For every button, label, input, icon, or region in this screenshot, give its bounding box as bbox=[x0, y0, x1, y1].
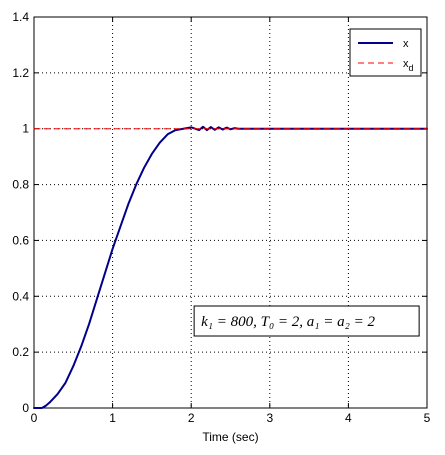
y-tick-label: 0.6 bbox=[12, 233, 29, 247]
y-tick-label: 0.4 bbox=[12, 289, 29, 303]
plot-area bbox=[34, 17, 427, 408]
axes: 0 1 2 3 4 5 0 0.2 0.4 0.6 0.8 1 1.2 1.4 bbox=[12, 10, 430, 425]
x-tick-label: 0 bbox=[31, 411, 38, 425]
legend-box bbox=[349, 28, 422, 77]
annotation-box bbox=[193, 305, 420, 337]
x-tick-label: 1 bbox=[109, 411, 116, 425]
y-tick-label: 1.2 bbox=[12, 66, 29, 80]
series-line-x bbox=[33, 125, 428, 409]
x-tick-label: 2 bbox=[188, 411, 195, 425]
y-tick-label: 0.2 bbox=[12, 345, 29, 359]
x-axis-label: Time (sec) bbox=[202, 430, 258, 444]
legend-subscript-x_d: d bbox=[409, 63, 414, 73]
axis-labels: Time (sec) bbox=[202, 430, 258, 444]
y-tick-label: 0.8 bbox=[12, 178, 29, 192]
x-tick-label: 5 bbox=[424, 411, 431, 425]
series-layer bbox=[33, 125, 428, 409]
legend: x xd bbox=[349, 28, 422, 77]
annotation-text: k₁ = 800, T₀ = 2, a₁ = a₂ = 2 bbox=[201, 314, 375, 330]
y-tick-label: 0 bbox=[22, 401, 29, 415]
annotation: k₁ = 800, T₀ = 2, a₁ = a₂ = 2 bbox=[193, 305, 420, 337]
legend-label-x: x bbox=[403, 38, 409, 50]
x-tick-label: 4 bbox=[345, 411, 352, 425]
axes-frame bbox=[33, 16, 428, 409]
x-tick-label: 3 bbox=[266, 411, 273, 425]
legend-label-x_d: xd bbox=[403, 58, 414, 73]
y-tick-label: 1.4 bbox=[12, 10, 29, 24]
y-tick-label: 1 bbox=[22, 122, 29, 136]
